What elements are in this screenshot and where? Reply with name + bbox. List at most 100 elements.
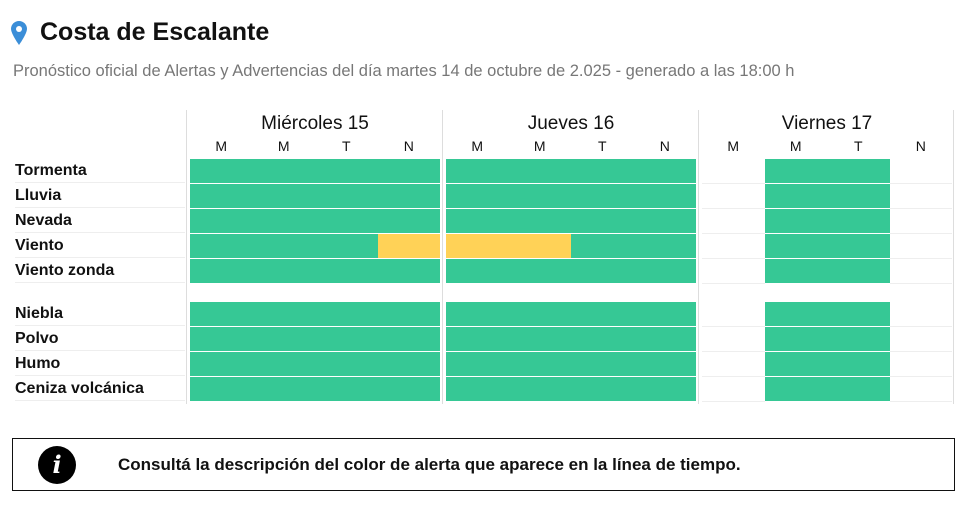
alert-cell-green — [827, 377, 890, 401]
alert-cell-green — [377, 259, 441, 283]
alert-cell-green — [252, 159, 316, 183]
alert-cell-green — [508, 184, 572, 208]
column-divider — [698, 110, 699, 404]
alert-cell-green — [633, 259, 697, 283]
alert-cell-green — [508, 209, 572, 233]
alert-cell-green — [190, 377, 253, 401]
alert-cell-green — [827, 259, 890, 283]
row-label: Ceniza volcánica — [15, 376, 185, 401]
alert-cell-green — [252, 259, 316, 283]
alert-cell-green — [446, 259, 509, 283]
empty-cell-line — [889, 401, 952, 402]
alert-cell-green — [633, 377, 697, 401]
alert-cell-green — [633, 159, 697, 183]
row-label: Viento zonda — [15, 258, 185, 283]
alert-cell-green — [633, 302, 697, 326]
alert-cell-green — [633, 209, 697, 233]
alert-cell-green — [571, 234, 634, 258]
alert-cell-green — [764, 159, 828, 183]
empty-cell-line — [702, 376, 765, 377]
row-label: Niebla — [15, 301, 185, 326]
alert-cell-green — [377, 377, 441, 401]
alert-cell-green — [190, 159, 253, 183]
alert-cell-green — [764, 302, 828, 326]
day-header: Jueves 16 — [527, 113, 615, 134]
alert-cell-green — [827, 302, 890, 326]
alert-cell-green — [252, 184, 316, 208]
alert-cell-yellow — [377, 234, 441, 258]
time-slot-label: N — [659, 138, 670, 154]
empty-cell-line — [889, 351, 952, 352]
alert-cell-green — [764, 259, 828, 283]
alert-cell-green — [377, 209, 441, 233]
time-slot-label: M — [215, 138, 228, 154]
alert-cell-green — [764, 234, 828, 258]
row-label: Humo — [15, 351, 185, 376]
row-label: Tormenta — [15, 158, 185, 183]
alert-cell-green — [190, 259, 253, 283]
alert-cell-green — [571, 327, 634, 351]
alert-cell-green — [633, 234, 697, 258]
empty-cell-line — [702, 258, 765, 259]
alert-cell-green — [508, 259, 572, 283]
alert-cell-green — [252, 327, 316, 351]
time-slot-label: T — [341, 138, 351, 154]
alert-cell-green — [252, 302, 316, 326]
time-slot-label: M — [277, 138, 290, 154]
page-subtitle: Pronóstico oficial de Alertas y Adverten… — [13, 62, 795, 80]
empty-cell-line — [889, 208, 952, 209]
empty-cell-line — [889, 258, 952, 259]
empty-cell-line — [889, 283, 952, 284]
alert-cell-green — [377, 184, 441, 208]
alert-cell-green — [315, 184, 378, 208]
alert-cell-green — [190, 209, 253, 233]
alert-cell-green — [508, 159, 572, 183]
empty-cell-line — [702, 401, 765, 402]
alert-cell-green — [252, 377, 316, 401]
empty-cell-line — [702, 233, 765, 234]
alert-cell-green — [315, 259, 378, 283]
alert-cell-yellow — [446, 234, 509, 258]
alert-cell-green — [252, 352, 316, 376]
info-text: Consultá la descripción del color de ale… — [118, 455, 741, 474]
alert-cell-green — [827, 234, 890, 258]
empty-cell-line — [889, 233, 952, 234]
alert-cell-green — [446, 377, 509, 401]
alert-cell-green — [446, 302, 509, 326]
alert-cell-green — [571, 377, 634, 401]
alert-cell-green — [315, 352, 378, 376]
alert-cell-green — [252, 209, 316, 233]
alert-cell-green — [315, 209, 378, 233]
column-divider — [186, 110, 187, 404]
column-divider — [442, 110, 443, 404]
alert-cell-green — [377, 159, 441, 183]
alert-cell-green — [633, 352, 697, 376]
day-header: Viernes 17 — [781, 113, 873, 134]
empty-cell-line — [702, 183, 765, 184]
alert-cell-green — [764, 352, 828, 376]
alert-cell-green — [571, 352, 634, 376]
alert-cell-green — [764, 377, 828, 401]
time-slot-label: T — [853, 138, 863, 154]
page-title: Costa de Escalante — [40, 18, 270, 46]
time-slot-label: M — [789, 138, 802, 154]
alert-cell-green — [377, 327, 441, 351]
alert-cell-green — [446, 327, 509, 351]
row-label: Nevada — [15, 208, 185, 233]
alert-cell-green — [190, 184, 253, 208]
alert-cell-green — [315, 159, 378, 183]
alert-cell-green — [377, 352, 441, 376]
alert-cell-green — [315, 327, 378, 351]
alert-cell-green — [508, 352, 572, 376]
alert-cell-green — [508, 302, 572, 326]
alert-cell-green — [315, 377, 378, 401]
row-label: Viento — [15, 233, 185, 258]
time-slot-label: N — [403, 138, 414, 154]
time-slot-label: M — [727, 138, 740, 154]
alert-cell-green — [446, 184, 509, 208]
empty-cell-line — [889, 376, 952, 377]
alert-cell-green — [315, 234, 378, 258]
alert-cell-green — [446, 159, 509, 183]
row-label: Polvo — [15, 326, 185, 351]
time-slot-label: T — [597, 138, 607, 154]
